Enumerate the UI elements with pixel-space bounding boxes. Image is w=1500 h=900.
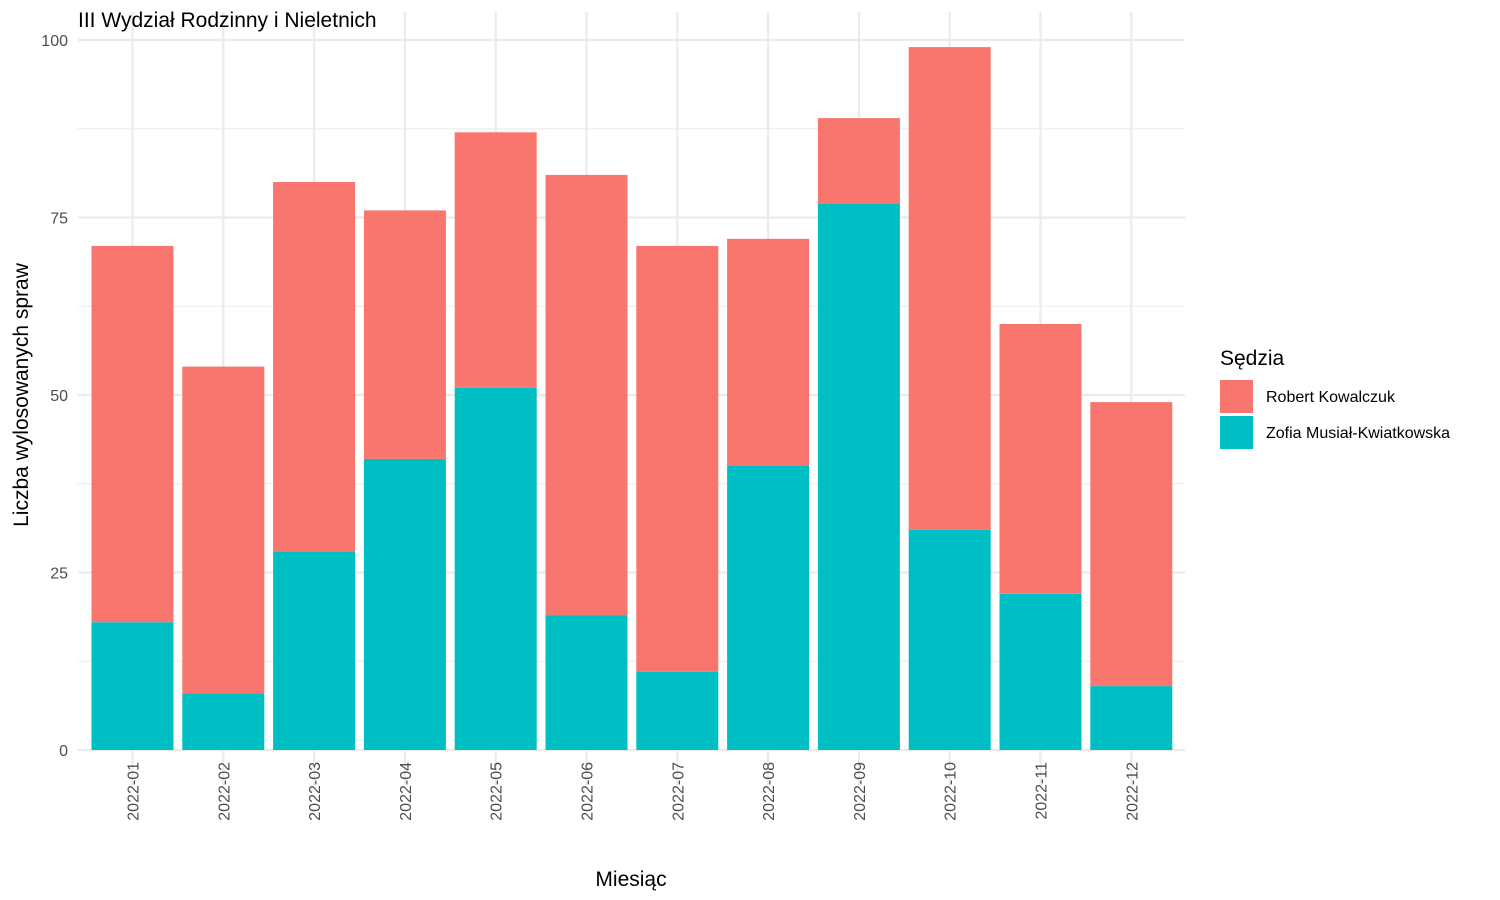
x-tick-label: 2022-08 [761,762,778,821]
legend-label: Zofia Musiał-Kwiatkowska [1266,425,1450,442]
x-tick-label: 2022-01 [126,762,143,821]
bar-zofia-musia-kwiatkowska-2022-10 [908,529,991,750]
legend-swatch [1220,416,1253,449]
y-tick-label: 0 [59,743,68,760]
bar-zofia-musia-kwiatkowska-2022-05 [454,387,537,750]
bar-zofia-musia-kwiatkowska-2022-02 [182,693,265,750]
bar-robert-kowalczuk-2022-09 [817,118,900,204]
bar-robert-kowalczuk-2022-08 [727,238,810,466]
legend-label: Robert Kowalczuk [1266,389,1396,406]
bar-zofia-musia-kwiatkowska-2022-01 [91,622,174,750]
bar-robert-kowalczuk-2022-06 [545,174,628,616]
y-tick-label: 25 [50,566,68,583]
bar-zofia-musia-kwiatkowska-2022-11 [999,593,1082,750]
y-axis-ticks: 0 25 50 75 100 [41,33,68,760]
bar-robert-kowalczuk-2022-12 [1090,402,1173,687]
x-tick-label: 2022-09 [852,762,869,821]
bar-robert-kowalczuk-2022-10 [908,47,991,530]
y-axis-title: Liczba wylosowanych spraw [10,262,33,527]
bar-zofia-musia-kwiatkowska-2022-07 [636,671,719,750]
bar-zofia-musia-kwiatkowska-2022-06 [545,615,628,750]
chart-title: III Wydział Rodzinny i Nieletnich [78,9,377,32]
bar-robert-kowalczuk-2022-01 [91,245,174,623]
bar-zofia-musia-kwiatkowska-2022-08 [727,466,810,750]
bar-robert-kowalczuk-2022-02 [182,366,265,694]
bar-zofia-musia-kwiatkowska-2022-03 [273,551,356,750]
x-tick-label: 2022-02 [216,762,233,821]
bar-robert-kowalczuk-2022-07 [636,245,719,672]
x-tick-label: 2022-05 [489,762,506,821]
y-tick-label: 75 [50,211,68,228]
x-tick-label: 2022-07 [670,762,687,821]
bar-robert-kowalczuk-2022-05 [454,132,537,388]
bar-robert-kowalczuk-2022-11 [999,324,1082,594]
x-tick-label: 2022-10 [943,762,960,821]
x-tick-label: 2022-04 [398,762,415,821]
x-tick-label: 2022-06 [580,762,597,821]
x-axis-title: Miesiąc [595,868,666,891]
legend-items: Robert Kowalczuk Zofia Musiał-Kwiatkowska [1220,380,1450,449]
x-tick-label: 2022-11 [1034,762,1051,820]
bar-zofia-musia-kwiatkowska-2022-04 [363,458,446,750]
y-tick-label: 100 [41,33,68,50]
x-tick-label: 2022-03 [307,762,324,821]
bar-zofia-musia-kwiatkowska-2022-12 [1090,686,1173,750]
x-tick-label: 2022-12 [1124,762,1141,821]
bar-robert-kowalczuk-2022-04 [363,210,446,459]
x-axis-ticks: 2022-01 2022-02 2022-03 2022-04 2022-05 2022-… [126,762,1142,821]
legend-swatch [1220,380,1253,413]
legend-title: Sędzia [1220,347,1285,370]
legend: Sędzia Robert Kowalczuk Zofia Musiał-Kwia… [1220,347,1450,449]
bar-robert-kowalczuk-2022-03 [273,182,356,552]
bar-zofia-musia-kwiatkowska-2022-09 [817,203,900,751]
y-tick-label: 50 [50,388,68,405]
bars [91,47,1173,751]
